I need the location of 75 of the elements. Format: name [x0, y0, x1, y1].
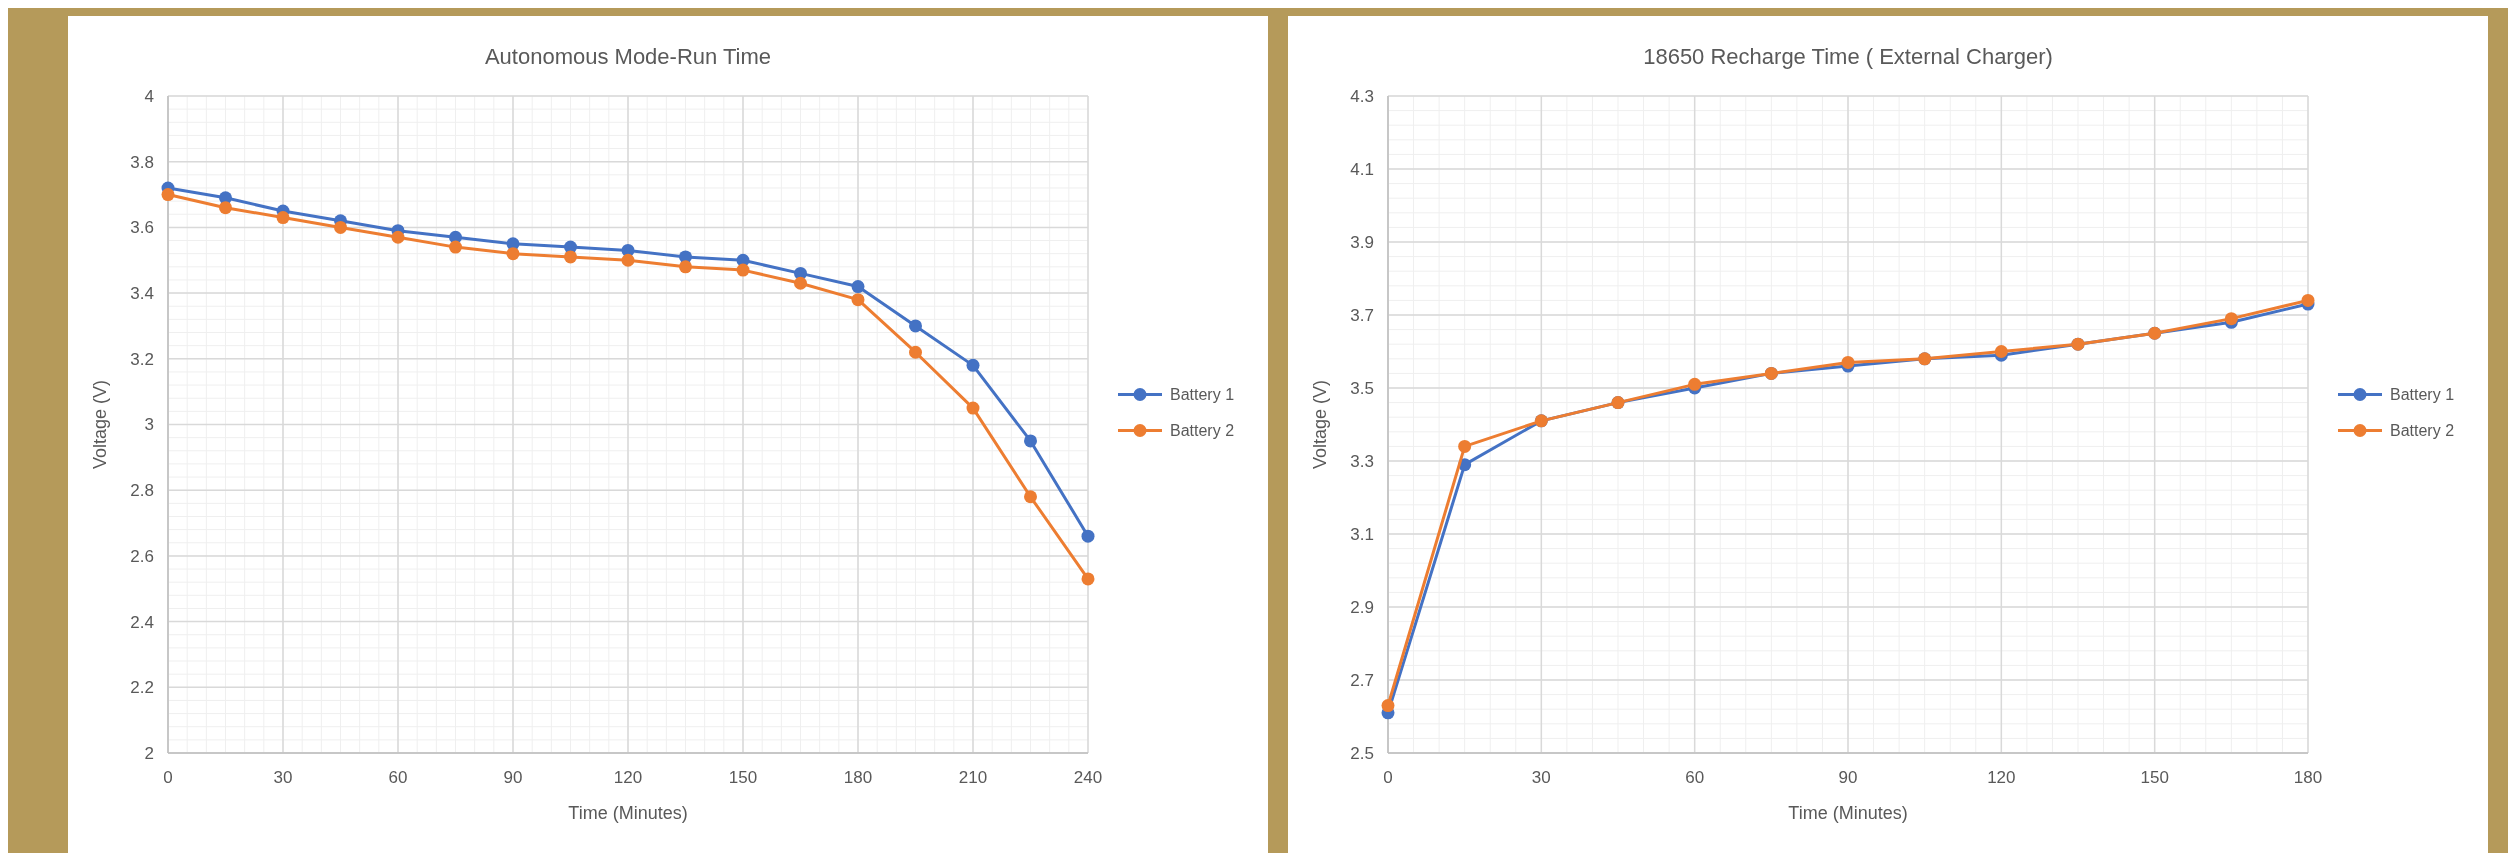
- point: [1381, 699, 1395, 713]
- legend-label: Battery 2: [1170, 422, 1235, 440]
- x-tick-label: 120: [613, 768, 643, 787]
- x-tick-label: 180: [2293, 768, 2323, 787]
- x-tick-label: 90: [503, 768, 523, 787]
- y-tick-label: 4: [144, 86, 154, 106]
- x-axis-title: Time (Minutes): [568, 803, 688, 823]
- point: [161, 188, 175, 202]
- x-tick-label: 60: [388, 768, 408, 787]
- point: [966, 401, 980, 415]
- point: [334, 220, 347, 234]
- y-tick-label: 3.8: [130, 152, 154, 172]
- legend-label: Battery 2: [2390, 422, 2455, 440]
- point: [679, 260, 692, 274]
- point: [794, 276, 807, 290]
- x-tick-label: 0: [163, 768, 173, 787]
- point: [506, 247, 520, 261]
- point: [1458, 439, 1472, 453]
- y-tick-label: 3: [144, 415, 154, 435]
- point: [1994, 345, 2008, 358]
- y-tick-label: 2.6: [130, 546, 154, 566]
- legend-label: Battery 1: [2390, 386, 2455, 404]
- y-tick-label: 3.5: [1350, 378, 1374, 398]
- chart-title: Autonomous Mode-Run Time: [484, 44, 772, 69]
- y-tick-label: 2: [144, 743, 154, 763]
- x-tick-label: 150: [728, 768, 758, 787]
- x-tick-label: 90: [1838, 768, 1858, 787]
- point: [449, 240, 462, 254]
- point: [621, 253, 635, 267]
- y-tick-label: 3.3: [1350, 451, 1374, 471]
- point: [1841, 355, 1855, 369]
- y-tick-label: 3.4: [130, 284, 154, 304]
- point: [1024, 434, 1037, 448]
- chart-title: 18650 Recharge Time ( External Charger): [1643, 44, 2053, 69]
- x-tick-label: 120: [1987, 768, 2016, 787]
- point: [909, 345, 922, 359]
- x-tick-label: 240: [1073, 768, 1103, 787]
- x-tick-label: 180: [843, 768, 873, 787]
- x-tick-label: 60: [1685, 768, 1705, 787]
- point: [851, 280, 865, 294]
- y-tick-label: 2.8: [130, 481, 154, 501]
- y-tick-label: 3.7: [1350, 305, 1374, 325]
- point: [1081, 572, 1095, 586]
- x-tick-label: 30: [1531, 768, 1551, 787]
- legend-label: Battery 1: [1170, 386, 1235, 404]
- point: [219, 201, 232, 215]
- x-tick-label: 150: [2140, 768, 2169, 787]
- x-tick-label: 210: [958, 768, 988, 787]
- point: [276, 211, 290, 225]
- y-tick-label: 2.4: [130, 612, 154, 632]
- point: [966, 358, 980, 372]
- y-tick-label: 4.1: [1350, 159, 1374, 179]
- point: [1024, 490, 1037, 504]
- point: [909, 319, 922, 333]
- point: [736, 263, 750, 277]
- point: [1688, 377, 1702, 391]
- point: [851, 293, 865, 307]
- y-axis-title: Voltage (V): [1310, 379, 1330, 470]
- y-axis-title: Voltage (V): [90, 379, 110, 470]
- y-tick-label: 2.2: [130, 678, 154, 698]
- y-tick-label: 3.6: [130, 218, 154, 238]
- x-axis-title: Time (Minutes): [1788, 803, 1908, 823]
- point: [2301, 293, 2315, 307]
- point: [391, 230, 405, 244]
- point: [564, 250, 577, 264]
- y-tick-label: 2.9: [1350, 597, 1374, 617]
- y-tick-label: 2.5: [1350, 743, 1374, 763]
- y-tick-label: 4.3: [1350, 86, 1374, 106]
- point: [1081, 529, 1095, 543]
- y-tick-label: 3.2: [130, 349, 154, 369]
- y-tick-label: 2.7: [1350, 670, 1374, 690]
- x-tick-label: 30: [273, 768, 293, 787]
- x-tick-label: 0: [1383, 768, 1393, 787]
- y-tick-label: 3.9: [1350, 232, 1374, 252]
- y-tick-label: 3.1: [1350, 524, 1374, 544]
